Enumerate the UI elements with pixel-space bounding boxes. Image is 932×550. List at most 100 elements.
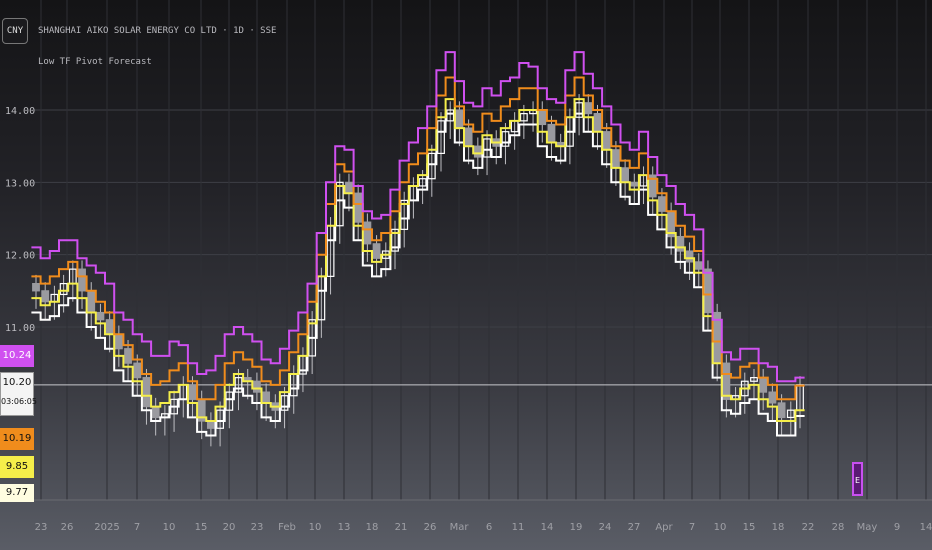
candle-body	[464, 127, 473, 147]
candle-body	[630, 181, 639, 187]
x-tick-label: 26	[424, 522, 437, 533]
x-tick-label: 2025	[94, 522, 119, 533]
x-tick-label: 21	[395, 522, 408, 533]
x-tick-label: 15	[743, 522, 756, 533]
x-tick-label: 18	[366, 522, 379, 533]
x-tick-label: 7	[134, 522, 140, 533]
candle-body	[621, 167, 630, 183]
candle-body	[427, 152, 436, 180]
candle-body	[87, 290, 96, 314]
x-tick-label: 20	[223, 522, 236, 533]
y-tick-label: 14.00	[5, 106, 35, 117]
candle-body	[372, 243, 381, 259]
candle-body	[575, 102, 583, 118]
candle-body	[658, 196, 666, 212]
candle-body	[685, 250, 694, 263]
candle-body	[538, 109, 547, 126]
x-tick-label: 26	[61, 522, 74, 533]
candle-body	[400, 199, 409, 230]
y-tick-label: 11.00	[5, 323, 35, 334]
x-tick-label: 9	[894, 522, 900, 533]
earnings-marker[interactable]: E	[852, 462, 863, 496]
candle-body	[648, 174, 657, 198]
bar-countdown: 03:06:05	[1, 397, 37, 406]
x-tick-label: 10	[163, 522, 176, 533]
price-badge-orange: 10.19	[0, 428, 34, 450]
candle-body	[437, 120, 445, 154]
candle-body	[446, 109, 455, 122]
candle-body	[206, 420, 215, 429]
candle-body	[253, 380, 261, 393]
candle-body	[676, 235, 685, 252]
candle-body	[41, 290, 50, 303]
x-tick-label: 18	[772, 522, 785, 533]
candle-body	[363, 221, 372, 245]
pivot-line-yellow	[31, 98, 805, 422]
candle-body	[59, 283, 68, 296]
candle-body	[704, 268, 712, 314]
chart-title: SHANGHAI AIKO SOLAR ENERGY CO LTD · 1D ·…	[38, 26, 277, 36]
candle-body	[225, 391, 234, 411]
x-tick-label: 11	[512, 522, 525, 533]
x-tick-label: May	[857, 522, 878, 533]
candle-body	[547, 123, 556, 144]
x-tick-label: 10	[309, 522, 322, 533]
candle-body	[777, 402, 786, 419]
x-tick-label: Mar	[450, 522, 470, 533]
candle-body	[32, 283, 40, 292]
candle-body	[750, 377, 758, 382]
x-tick-label: 23	[35, 522, 48, 533]
candle-body	[262, 391, 271, 404]
x-tick-label: 15	[195, 522, 208, 533]
candle-body	[280, 395, 289, 411]
price-badge-pale: 9.77	[0, 484, 34, 502]
candle-body	[418, 178, 427, 187]
price-badge-yellow: 9.85	[0, 456, 34, 478]
candle-body	[114, 333, 123, 350]
x-tick-label: 7	[689, 522, 695, 533]
candle-body	[455, 109, 464, 129]
candle-body	[722, 362, 731, 400]
candle-body	[142, 377, 151, 408]
candle-body	[124, 348, 132, 364]
candle-body	[354, 192, 363, 223]
x-tick-label: 14	[541, 522, 554, 533]
candle-body	[584, 102, 593, 115]
candle-body	[216, 409, 225, 429]
candle-body	[602, 131, 611, 151]
candle-body	[519, 113, 528, 122]
x-tick-label: 23	[251, 522, 264, 533]
candle-body	[151, 405, 160, 419]
candle-body	[345, 181, 353, 194]
pivot-line-white	[31, 112, 805, 437]
x-tick-label: 28	[832, 522, 845, 533]
x-tick-label: 6	[486, 522, 492, 533]
price-badge-purple: 10.24	[0, 345, 34, 367]
candle-body	[105, 319, 114, 335]
candle-body	[96, 311, 105, 321]
x-tick-label: 10	[714, 522, 727, 533]
x-tick-label: 14	[920, 522, 932, 533]
x-tick-label: Apr	[655, 522, 673, 533]
x-tick-label: Feb	[278, 522, 296, 533]
y-tick-label: 12.00	[5, 251, 35, 262]
candle-body	[786, 409, 795, 419]
indicator-name: Low TF Pivot Forecast	[38, 57, 152, 67]
candle-body	[133, 362, 142, 379]
x-tick-label: 22	[802, 522, 815, 533]
last-price-badge: 10.20 03:06:05	[0, 372, 37, 416]
candle-body	[188, 384, 197, 400]
candle-body	[593, 113, 602, 133]
candle-body	[694, 261, 703, 270]
x-tick-label: 19	[570, 522, 583, 533]
candle-body	[234, 377, 243, 393]
candle-body	[335, 181, 344, 227]
candle-body	[611, 149, 620, 169]
candle-body	[768, 391, 777, 404]
candle-body	[483, 138, 491, 158]
x-tick-label: 24	[599, 522, 612, 533]
currency-button[interactable]: CNY	[2, 18, 28, 44]
candle-body	[391, 228, 399, 252]
